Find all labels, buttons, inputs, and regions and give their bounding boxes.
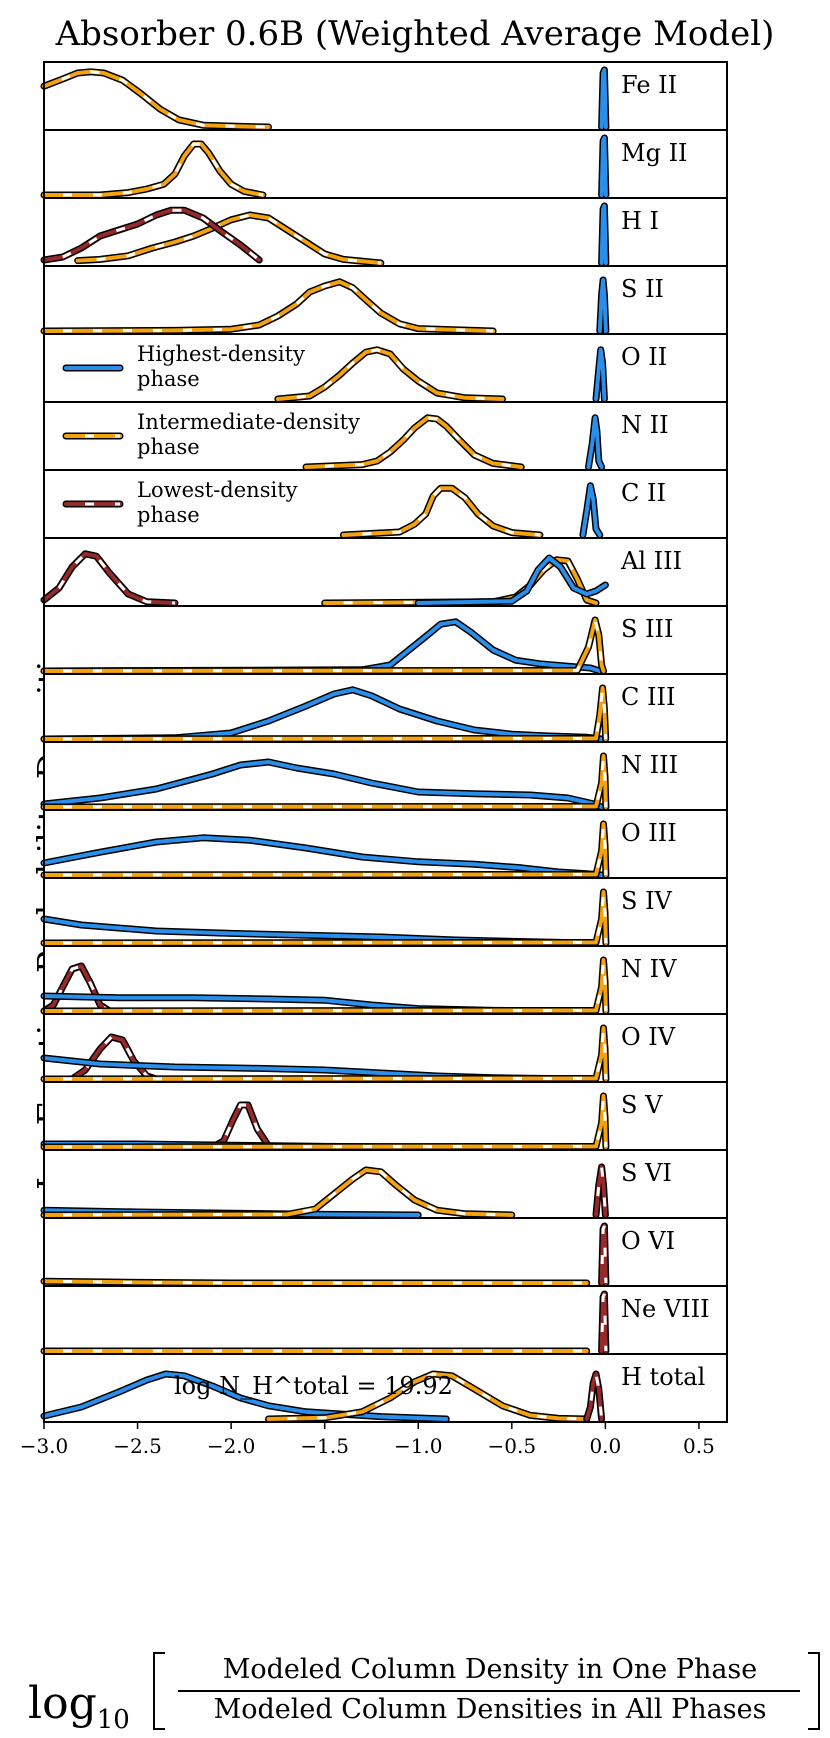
panel-ne-viii-ion-label: Ne VIII xyxy=(621,1295,710,1323)
panel-n-iii xyxy=(44,742,727,810)
panel-h-i-intermediate-series xyxy=(75,213,383,265)
panel-h-total-frame xyxy=(43,1353,728,1423)
panel-s-ii-intermediate-series-dash-gap xyxy=(43,280,494,333)
panel-o-iii-intermediate-series-dash-gap xyxy=(43,823,608,877)
x-tick-label: −1.5 xyxy=(300,1434,349,1458)
panel-o-iv-lowest-series-dash-gap xyxy=(71,1035,157,1081)
panel-o-ii xyxy=(44,334,727,402)
panel-s-v-lowest-series-dash-gap xyxy=(211,1103,279,1149)
panel-o-iv-ion-label: O IV xyxy=(621,1023,676,1051)
panel-o-ii-ion-label: O II xyxy=(621,343,667,371)
panel-h-i-lowest-series xyxy=(42,208,262,262)
panel-n-ii-highest-series xyxy=(586,415,604,469)
x-tick-label: 0.5 xyxy=(683,1434,715,1458)
panel-o-iii-ion-label: O III xyxy=(621,819,677,847)
x-axis-label-fraction-bar xyxy=(178,1690,800,1692)
panel-c-ii-intermediate-series xyxy=(341,486,542,537)
x-tick-label: −1.0 xyxy=(394,1434,443,1458)
panel-s-iv-ion-label: S IV xyxy=(621,887,673,915)
panel-s-ii xyxy=(44,266,727,334)
panel-h-total xyxy=(44,1354,727,1422)
panel-ne-viii-lowest-series-dash-gap xyxy=(600,1293,608,1352)
panel-n-iii-highest-series xyxy=(42,760,604,809)
x-tick-label: −0.5 xyxy=(488,1434,537,1458)
ion-fraction-chart: Fe II Mg II H I S II O II N II C II Al III S III… xyxy=(20,61,728,1458)
x-axis-label-log: log10 xyxy=(28,1678,130,1735)
x-axis-label-numerator: Modeled Column Density in One Phase xyxy=(222,1654,758,1685)
panel-fe-ii-intermediate-series xyxy=(42,69,271,129)
panel-mg-ii-intermediate-series-dash-gap xyxy=(44,142,264,197)
panel-c-ii xyxy=(44,470,727,538)
panel-n-ii-ion-label: N II xyxy=(621,411,669,439)
panel-n-iv-lowest-series-dash-gap xyxy=(43,964,111,1013)
panel-c-iii-intermediate-series-dash-gap xyxy=(43,687,608,741)
panel-o-ii-intermediate-series-dash-gap xyxy=(277,348,503,401)
panel-o-vi-intermediate-series-dash-gap xyxy=(43,1279,587,1285)
panel-o-vi-ion-label: O VI xyxy=(621,1227,675,1255)
panel-ne-viii xyxy=(44,1286,727,1354)
panel-s-iii-highest-series xyxy=(42,619,602,673)
panel-c-ii-highest-series xyxy=(580,483,602,537)
x-axis-label-log-base: 10 xyxy=(96,1704,130,1735)
panel-s-iii-intermediate-series-dash-gap xyxy=(43,619,605,673)
panel-o-vi-lowest-series-dash-gap xyxy=(600,1225,608,1284)
panel-fe-ii xyxy=(44,62,727,130)
panel-mg-ii-highest-series xyxy=(599,136,608,197)
panel-s-v-intermediate-series-dash-gap xyxy=(43,1095,608,1149)
panel-mg-ii-ion-label: Mg II xyxy=(621,139,688,167)
annotation-nh-total: log N_H^total = 19.92 xyxy=(174,1372,453,1400)
panel-n-iii-intermediate-series-dash-gap xyxy=(43,755,608,809)
panel-al-iii xyxy=(44,538,727,606)
panel-n-ii-intermediate-series-dash-gap xyxy=(305,416,522,469)
x-axis-label: log10 Modeled Column Density in One Phas… xyxy=(18,1648,828,1735)
panel-h-i xyxy=(44,198,727,266)
x-axis-label-denominator: Modeled Column Densities in All Phases xyxy=(213,1694,767,1725)
panel-fe-ii-ion-label: Fe II xyxy=(621,71,677,99)
panel-al-iii-highest-series xyxy=(416,556,608,605)
legend-lowest-label: Lowest-density xyxy=(137,478,298,502)
panel-h-i-highest-series xyxy=(599,204,608,265)
panel-n-iv-intermediate-series-dash-gap xyxy=(43,959,608,1013)
panel-n-iii-ion-label: N III xyxy=(621,751,678,779)
chart-title: Absorber 0.6B (Weighted Average Model) xyxy=(55,14,775,54)
panel-s-iii-ion-label: S III xyxy=(621,615,674,643)
panel-h-total-ion-label: H total xyxy=(621,1363,705,1391)
panel-s-vi-lowest-series-dash-gap xyxy=(594,1166,607,1216)
panel-al-iii-ion-label: Al III xyxy=(620,547,682,575)
panel-h-total-intermediate-series-dash-gap xyxy=(268,1372,587,1421)
legend-highest-label-phase: phase xyxy=(137,367,200,391)
x-tick-label: −2.0 xyxy=(207,1434,256,1458)
x-tick-label: −3.0 xyxy=(20,1434,69,1458)
x-tick-label: 0.0 xyxy=(589,1434,621,1458)
x-axis-label-bracket-left xyxy=(153,1652,165,1730)
panel-s-vi xyxy=(44,1150,727,1218)
panel-o-vi xyxy=(44,1218,727,1286)
panel-h-i-ion-label: H I xyxy=(621,207,659,235)
panel-c-iii-ion-label: C III xyxy=(621,683,675,711)
panel-c-ii-ion-label: C II xyxy=(621,479,666,507)
panel-n-iv-ion-label: N IV xyxy=(621,955,677,983)
panel-s-v xyxy=(44,1082,727,1150)
panel-o-ii-highest-series xyxy=(594,347,607,401)
panel-s-v-ion-label: S V xyxy=(621,1091,663,1119)
x-axis-label-bracket-right xyxy=(808,1652,820,1730)
panel-o-iv-intermediate-series-dash-gap xyxy=(43,1027,608,1081)
x-axis-label-log-text: log xyxy=(28,1678,97,1729)
panel-h-total-lowest-series xyxy=(584,1372,604,1421)
legend-intermediate-label: Intermediate-density xyxy=(137,410,360,434)
panel-s-vi-intermediate-series-dash-gap xyxy=(43,1168,512,1217)
legend-intermediate-label-phase: phase xyxy=(137,435,200,459)
panel-s-vi-ion-label: S VI xyxy=(621,1159,672,1187)
panel-al-iii-lowest-series-dash-gap xyxy=(43,552,176,605)
panel-fe-ii-highest-series xyxy=(599,68,608,129)
legend-lowest-label-phase: phase xyxy=(137,503,200,527)
panel-s-ii-ion-label: S II xyxy=(621,275,664,303)
panel-s-iv-intermediate-series-dash-gap xyxy=(43,891,608,945)
legend-highest-label: Highest-density xyxy=(137,342,305,366)
panel-c-iii xyxy=(44,674,727,742)
x-tick-label: −2.5 xyxy=(113,1434,162,1458)
panel-s-ii-highest-series xyxy=(597,278,608,333)
